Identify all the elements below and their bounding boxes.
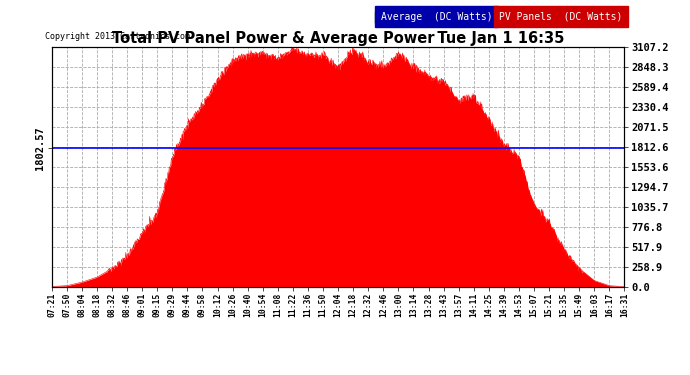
Text: Copyright 2013 Cartronics.com: Copyright 2013 Cartronics.com	[45, 32, 190, 41]
Title: Total PV Panel Power & Average Power Tue Jan 1 16:35: Total PV Panel Power & Average Power Tue…	[112, 31, 564, 46]
Legend: Average  (DC Watts), PV Panels  (DC Watts): Average (DC Watts), PV Panels (DC Watts)	[375, 10, 624, 24]
